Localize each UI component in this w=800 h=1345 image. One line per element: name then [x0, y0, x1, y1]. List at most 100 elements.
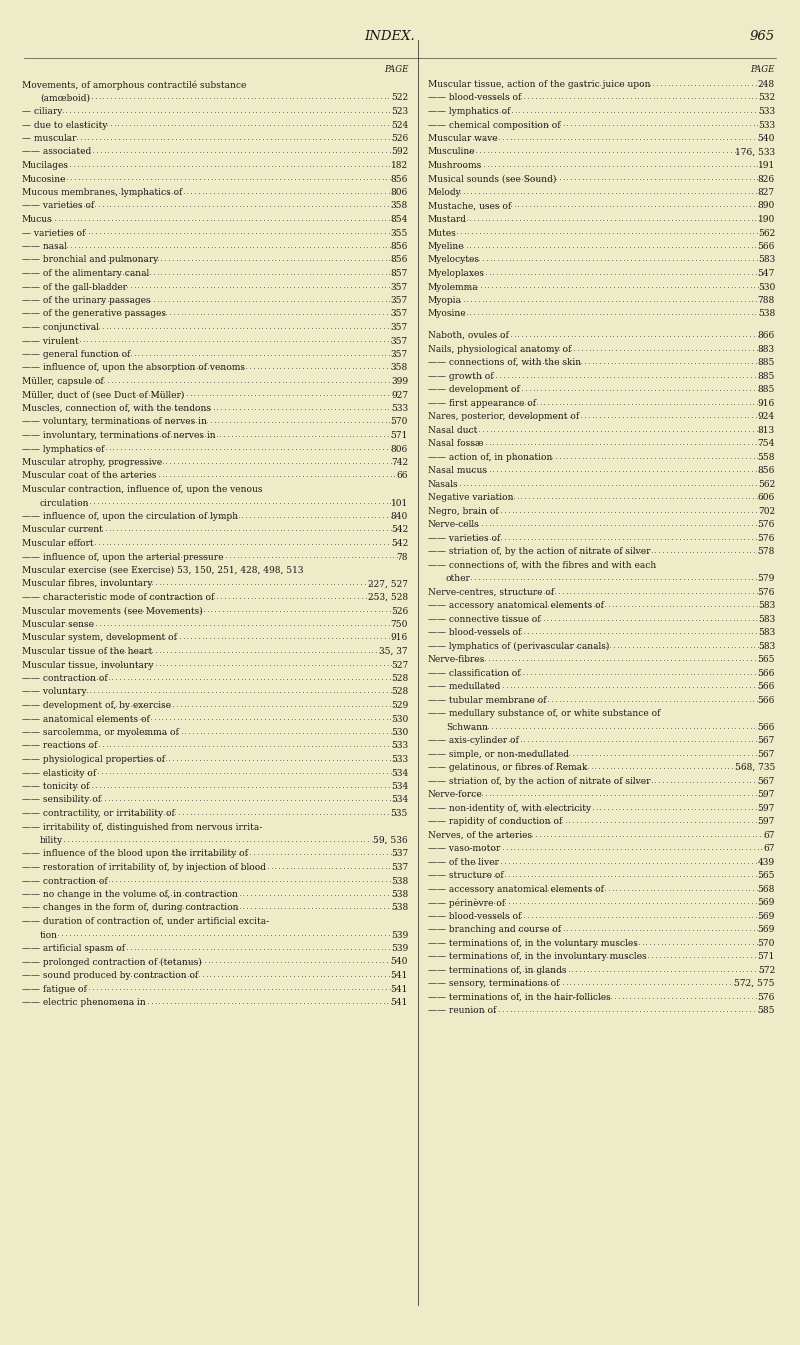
- Text: Mucous membranes, lymphatics of: Mucous membranes, lymphatics of: [22, 188, 182, 196]
- Text: —— reunion of: —— reunion of: [428, 1006, 496, 1015]
- Text: 576: 576: [758, 993, 775, 1002]
- Text: —— nasal: —— nasal: [22, 242, 67, 252]
- Text: —— lymphatics of: —— lymphatics of: [22, 444, 104, 453]
- Text: —— voluntary, terminations of nerves in: —— voluntary, terminations of nerves in: [22, 417, 207, 426]
- Text: 357: 357: [390, 350, 408, 359]
- Text: —— lymphatics of (perivascular canals): —— lymphatics of (perivascular canals): [428, 642, 610, 651]
- Text: Muscular current: Muscular current: [22, 526, 103, 534]
- Text: 585: 585: [758, 1006, 775, 1015]
- Text: 539: 539: [390, 944, 408, 954]
- Text: 572: 572: [758, 966, 775, 975]
- Text: —— voluntary: —— voluntary: [22, 687, 86, 697]
- Text: tion: tion: [40, 931, 58, 940]
- Text: 227, 527: 227, 527: [368, 580, 408, 589]
- Text: 541: 541: [390, 985, 408, 994]
- Text: — due to elasticity: — due to elasticity: [22, 121, 107, 129]
- Text: Myeloplaxes: Myeloplaxes: [428, 269, 485, 278]
- Text: 542: 542: [390, 539, 408, 547]
- Text: PAGE: PAGE: [750, 65, 775, 74]
- Text: Nasal mucus: Nasal mucus: [428, 467, 487, 475]
- Text: 533: 533: [758, 121, 775, 129]
- Text: 592: 592: [390, 148, 408, 156]
- Text: Mutes: Mutes: [428, 229, 457, 238]
- Text: 567: 567: [758, 736, 775, 745]
- Text: —— development of: —— development of: [428, 385, 520, 394]
- Text: 357: 357: [390, 336, 408, 346]
- Text: —— of the urinary passages: —— of the urinary passages: [22, 296, 150, 305]
- Text: 854: 854: [390, 215, 408, 225]
- Text: 566: 566: [758, 242, 775, 252]
- Text: Muscular fibres, involuntary: Muscular fibres, involuntary: [22, 580, 153, 589]
- Text: —— conjunctival: —— conjunctival: [22, 323, 99, 332]
- Text: 566: 566: [758, 682, 775, 691]
- Text: Myopia: Myopia: [428, 296, 462, 305]
- Text: 813: 813: [758, 425, 775, 434]
- Text: —— varieties of: —— varieties of: [22, 202, 94, 211]
- Text: 541: 541: [390, 971, 408, 981]
- Text: 191: 191: [758, 161, 775, 169]
- Text: Muscular wave: Muscular wave: [428, 134, 498, 143]
- Text: Mustard: Mustard: [428, 215, 467, 225]
- Text: —— tubular membrane of: —— tubular membrane of: [428, 695, 546, 705]
- Text: 538: 538: [390, 904, 408, 912]
- Text: 576: 576: [758, 521, 775, 529]
- Text: — ciliary: — ciliary: [22, 108, 62, 116]
- Text: —— elasticity of: —— elasticity of: [22, 768, 96, 777]
- Text: 965: 965: [750, 30, 775, 43]
- Text: Musical sounds (see Sound): Musical sounds (see Sound): [428, 175, 556, 183]
- Text: Nasal fossæ: Nasal fossæ: [428, 438, 483, 448]
- Text: 532: 532: [758, 94, 775, 102]
- Text: Nares, posterior, development of: Nares, posterior, development of: [428, 412, 579, 421]
- Text: —— prolonged contraction of (tetanus): —— prolonged contraction of (tetanus): [22, 958, 202, 967]
- Text: —— medullary substance of, or white substance of: —— medullary substance of, or white subs…: [428, 709, 660, 718]
- Text: 530: 530: [758, 282, 775, 292]
- Text: 571: 571: [390, 430, 408, 440]
- Text: —— simple, or non-medullated: —— simple, or non-medullated: [428, 749, 569, 759]
- Text: 182: 182: [391, 161, 408, 169]
- Text: 59, 536: 59, 536: [374, 837, 408, 845]
- Text: 826: 826: [758, 175, 775, 183]
- Text: 67: 67: [763, 845, 775, 853]
- Text: Nasal duct: Nasal duct: [428, 425, 478, 434]
- Text: Negative variation: Negative variation: [428, 494, 514, 502]
- Text: Nerve-centres, structure of: Nerve-centres, structure of: [428, 588, 554, 597]
- Text: 856: 856: [390, 256, 408, 265]
- Text: 530: 530: [390, 728, 408, 737]
- Text: 579: 579: [758, 574, 775, 584]
- Text: —— contraction of: —— contraction of: [22, 877, 108, 885]
- Text: 568, 735: 568, 735: [734, 763, 775, 772]
- Text: 357: 357: [390, 309, 408, 319]
- Text: —— blood-vessels of: —— blood-vessels of: [428, 628, 522, 638]
- Text: 856: 856: [758, 467, 775, 475]
- Text: Mucilages: Mucilages: [22, 161, 69, 169]
- Text: 567: 567: [758, 749, 775, 759]
- Text: Myeline: Myeline: [428, 242, 465, 252]
- Text: 570: 570: [758, 939, 775, 948]
- Text: —— non-identity of, with electricity: —— non-identity of, with electricity: [428, 803, 591, 812]
- Text: Movements, of amorphous contractilé substance: Movements, of amorphous contractilé subs…: [22, 79, 246, 90]
- Text: 569: 569: [758, 898, 775, 907]
- Text: 540: 540: [758, 134, 775, 143]
- Text: —— bronchial and pulmonary: —— bronchial and pulmonary: [22, 256, 158, 265]
- Text: —— périnèvre of: —— périnèvre of: [428, 898, 505, 908]
- Text: 66: 66: [397, 472, 408, 480]
- Text: —— terminations of, in the involuntary muscles: —— terminations of, in the involuntary m…: [428, 952, 646, 962]
- Text: Muscular coat of the arteries: Muscular coat of the arteries: [22, 472, 156, 480]
- Text: 522: 522: [391, 94, 408, 102]
- Text: 788: 788: [758, 296, 775, 305]
- Text: 885: 885: [758, 371, 775, 381]
- Text: 916: 916: [390, 633, 408, 643]
- Text: —— artificial spasm of: —— artificial spasm of: [22, 944, 125, 954]
- Text: 253, 528: 253, 528: [368, 593, 408, 603]
- Text: Myelocytes: Myelocytes: [428, 256, 480, 265]
- Text: —— reactions of: —— reactions of: [22, 741, 98, 751]
- Text: 827: 827: [758, 188, 775, 196]
- Text: Muscular exercise (see Exercise) 53, 150, 251, 428, 498, 513: Muscular exercise (see Exercise) 53, 150…: [22, 566, 303, 576]
- Text: 533: 533: [391, 755, 408, 764]
- Text: 702: 702: [758, 507, 775, 515]
- Text: —— classification of: —— classification of: [428, 668, 521, 678]
- Text: Nerve-fibres: Nerve-fibres: [428, 655, 486, 664]
- Text: —— tonicity of: —— tonicity of: [22, 781, 90, 791]
- Text: Muscular contraction, influence of, upon the venous: Muscular contraction, influence of, upon…: [22, 486, 262, 494]
- Text: Muscular tissue of the heart: Muscular tissue of the heart: [22, 647, 152, 656]
